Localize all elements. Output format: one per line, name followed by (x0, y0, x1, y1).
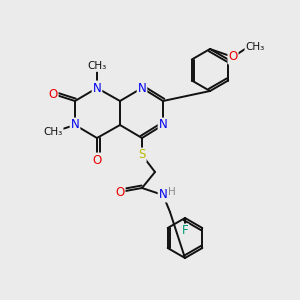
Text: N: N (159, 188, 167, 202)
Text: CH₃: CH₃ (245, 42, 265, 52)
Text: O: O (116, 185, 124, 199)
Text: S: S (138, 148, 146, 161)
Text: O: O (48, 88, 58, 100)
Text: N: N (70, 118, 80, 131)
Text: O: O (228, 50, 238, 64)
Text: CH₃: CH₃ (87, 61, 106, 71)
Text: F: F (182, 224, 188, 238)
Text: O: O (92, 154, 102, 166)
Text: CH₃: CH₃ (44, 127, 63, 137)
Text: N: N (159, 118, 167, 131)
Text: N: N (138, 82, 146, 94)
Text: N: N (93, 82, 101, 94)
Text: H: H (168, 187, 176, 197)
